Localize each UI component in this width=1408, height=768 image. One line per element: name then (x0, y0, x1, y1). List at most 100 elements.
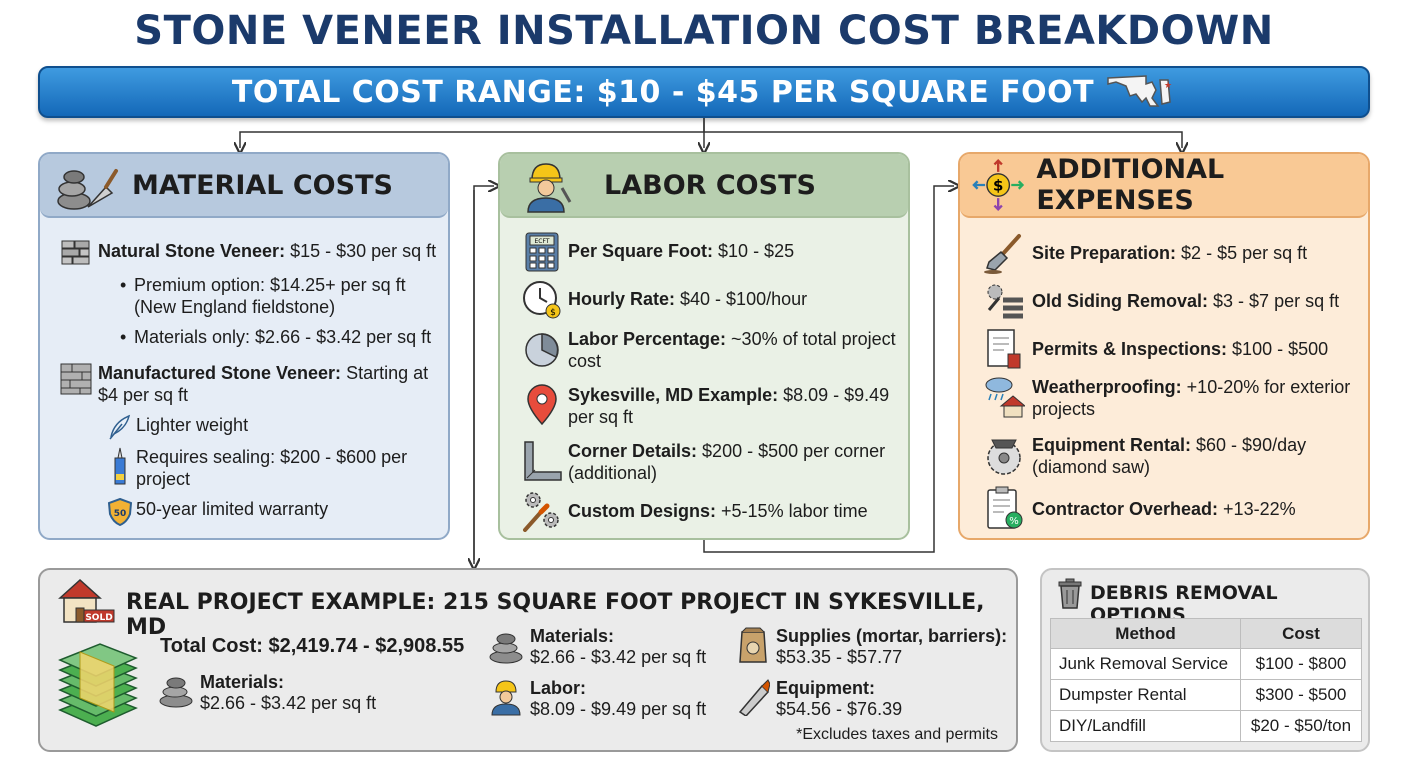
bullet-premium-line1: Premium option: $14.25+ per sq ft (134, 275, 406, 295)
labor-hourly-label: Hourly Rate: (568, 289, 676, 309)
labor-percentage-value: ~30% of total project (726, 329, 896, 349)
pie-chart-icon (516, 328, 568, 368)
project-footnote: *Excludes taxes and permits (796, 726, 998, 743)
project-labor-value: $8.09 - $9.49 per sq ft (530, 699, 707, 719)
feather-icon (104, 414, 136, 440)
trash-can-icon (1058, 578, 1082, 609)
manufactured-stone-label: Manufactured Stone Veneer: (98, 363, 342, 383)
material-costs-header: MATERIAL COSTS (40, 154, 448, 218)
table-row: DIY/Landfill $20 - $50/ton (1050, 710, 1362, 742)
calculator-screen: ECFT (535, 238, 550, 245)
equipment-line2: (diamond saw) (1032, 457, 1151, 477)
corner-icon (516, 440, 568, 482)
debris-table-header: Method Cost (1050, 618, 1362, 649)
debris-cost-cell: $20 - $50/ton (1240, 710, 1362, 742)
project-example-card: SOLD REAL PROJECT EXAMPLE: 215 SQUARE FO… (38, 568, 1018, 752)
project-materials-a-label: Materials: (200, 672, 285, 692)
project-materials-a-value: $2.66 - $3.42 per sq ft (200, 693, 377, 713)
overhead-value: +13-22% (1218, 499, 1296, 519)
debris-method-cell: DIY/Landfill (1050, 710, 1241, 742)
labor-costs-header: LABOR COSTS (500, 154, 908, 218)
equipment-value: $60 - $90/day (1191, 435, 1307, 455)
labor-item-custom: Custom Designs: +5-15% labor time (516, 490, 868, 532)
warranty-shield-icon: 50 (104, 498, 136, 526)
debris-cost-cell: $100 - $800 (1240, 648, 1362, 680)
natural-stone-row: Natural Stone Veneer: $15 - $30 per sq f… (54, 240, 436, 266)
project-materials-b-value: $2.66 - $3.42 per sq ft (530, 647, 707, 667)
warranty-text: 50-year limited warranty (136, 499, 329, 519)
equipment-label: Equipment Rental: (1032, 435, 1192, 455)
labor-sykesville-label: Sykesville, MD Example: (568, 385, 779, 405)
sold-house-icon: SOLD (58, 578, 115, 623)
circular-saw-icon (976, 434, 1032, 478)
permits-label: Permits & Inspections: (1032, 339, 1228, 359)
additional-expenses-header: $ ADDITIONAL EXPENSES (960, 154, 1368, 218)
lighter-weight-text: Lighter weight (136, 415, 249, 435)
weather-house-icon (976, 376, 1032, 418)
natural-stone-label: Natural Stone Veneer: (98, 241, 286, 261)
labor-item-hourly: $ Hourly Rate: $40 - $100/hour (516, 280, 807, 320)
site-prep-label: Site Preparation: (1032, 243, 1177, 263)
project-title: REAL PROJECT EXAMPLE: 215 SQUARE FOOT PR… (126, 590, 985, 640)
site-prep-value: $2 - $5 per sq ft (1176, 243, 1308, 263)
warranty-badge-text: 50 (114, 509, 127, 519)
project-labor-label: Labor: (530, 678, 586, 698)
permits-value: $100 - $500 (1227, 339, 1329, 359)
labor-sykesville-value: $8.09 - $9.49 (778, 385, 890, 405)
labor-item-corner: Corner Details: $200 - $500 per corner (a… (516, 440, 885, 484)
project-equipment-value: $54.56 - $76.39 (776, 699, 903, 719)
stone-trowel-icon (57, 169, 118, 210)
table-row: Junk Removal Service $100 - $800 (1050, 648, 1362, 680)
additional-item-weather: Weatherproofing: +10-20% for exterior pro… (976, 376, 1350, 420)
material-costs-title: MATERIAL COSTS (132, 169, 393, 201)
banner-text: TOTAL COST RANGE: $10 - $45 PER SQUARE F… (231, 74, 1095, 110)
project-supplies-label: Supplies (mortar, barriers): (776, 626, 1008, 646)
money-arrows-icon: $ (972, 159, 1025, 211)
labor-costs-title: LABOR COSTS (604, 169, 816, 201)
stones-icon-a (159, 677, 193, 708)
labor-sykesville-line2: per sq ft (568, 407, 634, 427)
svg-text:%: % (1009, 516, 1019, 527)
calculator-icon: ECFT (516, 232, 568, 272)
labor-custom-label: Custom Designs: (568, 501, 717, 521)
labor-corner-label: Corner Details: (568, 441, 698, 461)
bullet-materials-only-text: Materials only: $2.66 - $3.42 per sq ft (134, 327, 432, 347)
project-equipment-label: Equipment: (776, 678, 875, 698)
gears-brush-icon (516, 490, 568, 532)
sealant-tube-icon (104, 446, 136, 486)
project-equipment: Equipment: $54.56 - $76.39 (776, 678, 902, 720)
project-labor: Labor: $8.09 - $9.49 per sq ft (530, 678, 706, 720)
shovel-icon (976, 232, 1032, 274)
additional-expenses-title: ADDITIONAL EXPENSES (1036, 154, 1225, 216)
map-pin-icon (516, 384, 568, 426)
bullet-premium: • Premium option: $14.25+ per sq ft (New … (120, 275, 406, 317)
additional-item-overhead: % Contractor Overhead: +13-22% (976, 486, 1296, 530)
clock-icon: $ (516, 280, 568, 320)
labor-costs-card: LABOR COSTS ECFT Per Square Foot: $10 - … (498, 152, 910, 540)
manufactured-stone-line2: $4 per sq ft (98, 385, 189, 405)
siding-value: $3 - $7 per sq ft (1208, 291, 1340, 311)
additional-item-site-prep: Site Preparation: $2 - $5 per sq ft (976, 232, 1307, 274)
page-title: STONE VENEER INSTALLATION COST BREAKDOWN (134, 8, 1274, 54)
svg-text:★: ★ (1164, 81, 1172, 91)
labor-per-sqft-label: Per Square Foot: (568, 241, 714, 261)
labor-corner-value: $200 - $500 per corner (697, 441, 886, 461)
bullet-premium-line2: (New England fieldstone) (134, 297, 336, 317)
debris-table: Method Cost Junk Removal Service $100 - … (1050, 618, 1362, 742)
project-materials-b: Materials: $2.66 - $3.42 per sq ft (530, 626, 706, 668)
debris-header-method: Method (1050, 618, 1241, 649)
labor-item-sykesville: Sykesville, MD Example: $8.09 - $9.49 per… (516, 384, 889, 428)
cash-stack-icon (58, 643, 138, 727)
table-row: Dumpster Rental $300 - $500 (1050, 679, 1362, 711)
labor-hourly-value: $40 - $100/hour (675, 289, 808, 309)
sealing-line2: project (136, 469, 191, 489)
manufactured-stone-row: Manufactured Stone Veneer: Starting at $4… (54, 362, 428, 406)
additional-expenses-card: $ ADDITIONAL EXPENSES Site Preparation: … (958, 152, 1370, 540)
labor-item-percentage: Labor Percentage: ~30% of total project c… (516, 328, 896, 372)
stone-wall-icon (54, 240, 98, 266)
project-supplies: Supplies (mortar, barriers): $53.35 - $5… (776, 626, 1007, 668)
labor-percentage-label: Labor Percentage: (568, 329, 727, 349)
overhead-label: Contractor Overhead: (1032, 499, 1219, 519)
weather-line2: projects (1032, 399, 1096, 419)
